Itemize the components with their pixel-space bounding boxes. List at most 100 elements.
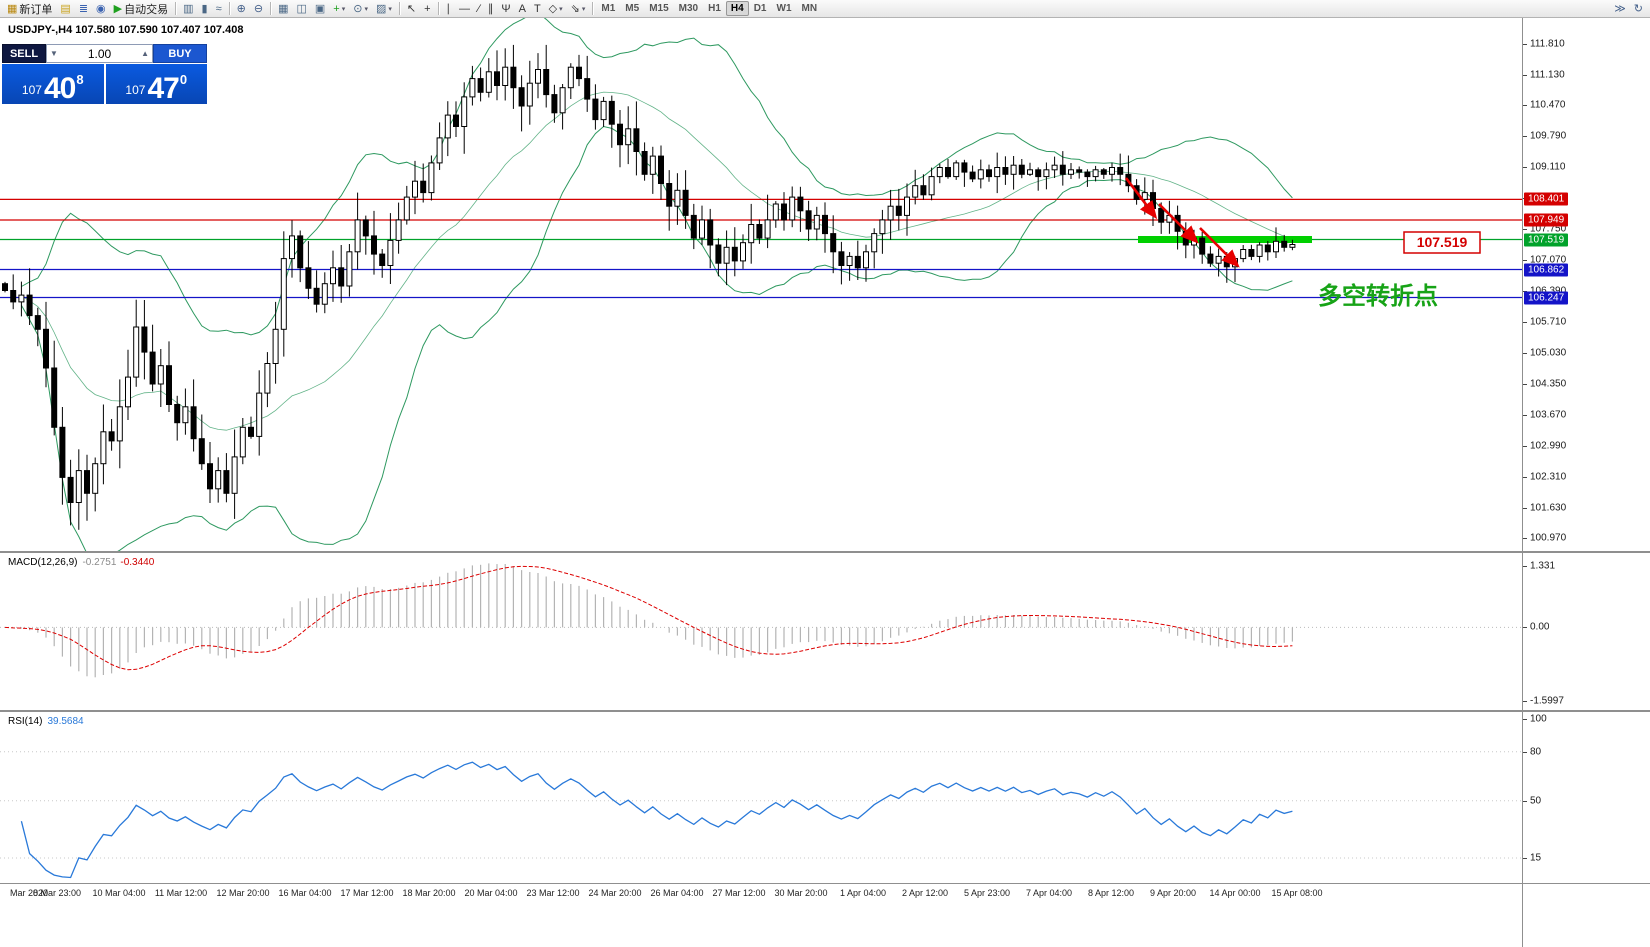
price-axis-tick (1523, 538, 1527, 539)
zoom-in-icon[interactable]: ⊕ (233, 1, 250, 17)
buy-price-button[interactable]: 107 47 0 (105, 64, 207, 105)
timeframe-h1-button[interactable]: H1 (708, 3, 721, 14)
trend-arrow[interactable] (1124, 177, 1158, 220)
price-chart-canvas[interactable]: 107.519 多空转折点 (0, 18, 1522, 551)
toolbar-separator (592, 2, 594, 15)
price-axis-label: 109.790 (1530, 130, 1567, 142)
timeframe-mn-button[interactable]: MN (801, 3, 818, 14)
grid-icon[interactable]: ▦ (274, 1, 292, 17)
periods-button[interactable]: ⊙ ▾ (349, 1, 372, 17)
tile-windows-icon[interactable]: ◫ (292, 1, 310, 17)
sell-price-button[interactable]: 107 40 8 (2, 64, 104, 104)
chart-properties-button[interactable]: ▨ ▾ (372, 1, 396, 17)
rsi-caption: RSI(14) 39.5684 (8, 716, 84, 727)
volume-value[interactable]: 1.00 (87, 46, 112, 61)
zoom-in-icon: ⊕ (236, 2, 246, 15)
sell-label-button[interactable]: SELL (2, 44, 46, 63)
refresh-icon[interactable]: ◉ (92, 1, 110, 17)
timeframe-m15-button[interactable]: M15 (649, 3, 669, 14)
new-order-button[interactable]: ▦ 新订单 (3, 1, 56, 17)
volume-decrease-button[interactable]: ▼ (50, 49, 58, 58)
arrows-button[interactable]: ⇘ ▾ (567, 1, 590, 17)
text-label-icon[interactable]: A (515, 1, 530, 17)
cursor-icon: ↖ (406, 2, 417, 15)
text-box-icon[interactable]: T (530, 1, 545, 17)
timeframe-h4-button[interactable]: H4 (725, 1, 749, 16)
chart-properties-button: ▨ (375, 2, 387, 15)
price-axis-tick (1523, 260, 1527, 261)
time-axis-label: 16 Mar 04:00 (278, 888, 332, 898)
buy-label-button[interactable]: BUY (153, 44, 207, 63)
macd-panel-separator[interactable] (0, 551, 1650, 553)
volume-increase-button[interactable]: ▲ (141, 49, 149, 58)
new-chart-icon[interactable]: ▤ (56, 1, 74, 17)
time-axis-label: 5 Apr 23:00 (963, 888, 1011, 898)
auto-trading-button[interactable]: ▶ 自动交易 (110, 1, 172, 17)
horizontal-line-icon: — (459, 2, 471, 15)
bar-chart-icon[interactable]: ▥ (179, 1, 197, 17)
bollinger-middle-band[interactable] (21, 91, 1293, 431)
price-axis-tick (1523, 167, 1527, 168)
price-callout-box[interactable] (1403, 231, 1481, 254)
rsi-panel-separator[interactable] (0, 710, 1650, 712)
toolbar-separator (270, 2, 272, 15)
chart-shift-icon[interactable]: ≫ (1610, 1, 1630, 17)
trend-arrow[interactable] (1158, 203, 1199, 244)
sell-price-int: 107 (21, 83, 42, 97)
macd-canvas[interactable] (0, 553, 1522, 710)
chart-shift-icon: ≫ (1614, 2, 1626, 15)
bollinger-upper-band[interactable] (21, 18, 1293, 336)
shapes-button[interactable]: ◇ ▾ (545, 1, 567, 17)
vertical-line-icon[interactable]: ∣ (442, 1, 456, 17)
price-axis-tick (1523, 229, 1527, 230)
turning-point-annotation[interactable]: 多空转折点 (1318, 282, 1438, 310)
text-box-icon: T (533, 2, 541, 15)
timeframe-m30-button[interactable]: M30 (678, 3, 699, 14)
price-axis[interactable]: 111.810 111.130 110.470 109.790 109.110 108.4… (1522, 18, 1650, 947)
cascade-windows-icon[interactable]: ▣ (311, 1, 329, 17)
trendline-icon[interactable]: ∕ (474, 1, 484, 17)
rsi-axis-label: 100 (1530, 713, 1547, 725)
auto-scroll-icon[interactable]: ↻ (1630, 1, 1647, 17)
support-zone-highlight[interactable] (1138, 236, 1312, 243)
crosshair-icon[interactable]: + (420, 1, 434, 17)
time-axis-label: 7 Apr 04:00 (1025, 888, 1073, 898)
time-axis-label: 20 Mar 04:00 (464, 888, 518, 898)
buy-price-int: 107 (125, 83, 146, 97)
buy-price-sup: 0 (179, 72, 188, 87)
shapes-button: ◇ (548, 2, 558, 15)
trend-arrow[interactable] (1199, 227, 1240, 268)
macd-axis-label: -1.5997 (1530, 695, 1564, 707)
price-level-tag: 106.862 (1524, 263, 1569, 276)
zoom-out-icon[interactable]: ⊖ (250, 1, 267, 17)
timeframe-w1-button[interactable]: W1 (776, 3, 792, 14)
channel-icon[interactable]: ∥ (484, 1, 498, 17)
pitchfork-icon[interactable]: Ψ (497, 1, 514, 17)
line-chart-icon[interactable]: ≈ (212, 1, 226, 17)
add-indicator-button[interactable]: + ▾ (329, 1, 349, 17)
volume-spinner[interactable]: ▼ 1.00 ▲ (46, 44, 153, 63)
timeframe-m1-button[interactable]: M1 (601, 3, 616, 14)
timeframe-m5-button[interactable]: M5 (625, 3, 640, 14)
price-axis-label: 104.350 (1530, 378, 1567, 390)
dropdown-caret-icon: ▾ (341, 5, 346, 13)
time-axis[interactable]: Mar 2020 8 Mar 23:00 10 Mar 04:00 11 Mar 12… (0, 884, 1650, 947)
time-axis-label: 27 Mar 12:00 (712, 888, 766, 898)
rsi-axis-tick (1523, 801, 1527, 802)
bar-chart-icon: ▥ (183, 2, 194, 15)
buy-price-big: 47 (147, 71, 179, 105)
bollinger-lower-band[interactable] (20, 125, 1293, 552)
timeframe-d1-button[interactable]: D1 (753, 3, 767, 14)
horizontal-line-icon[interactable]: — (455, 1, 474, 17)
price-level-tag: 107.949 (1524, 213, 1569, 227)
profiles-icon[interactable]: ≣ (75, 1, 92, 17)
macd-signal-value: -0.3440 (120, 557, 155, 568)
rsi-line (20, 761, 1293, 879)
time-axis-label: 17 Mar 12:00 (340, 888, 394, 898)
candlestick-chart-icon[interactable]: ▮ (198, 1, 212, 17)
rsi-canvas[interactable] (0, 712, 1522, 883)
price-level-tag: 107.519 (1524, 233, 1569, 246)
toolbar-separator (398, 2, 400, 15)
price-axis-label: 102.310 (1530, 471, 1567, 483)
cursor-icon[interactable]: ↖ (403, 1, 420, 17)
